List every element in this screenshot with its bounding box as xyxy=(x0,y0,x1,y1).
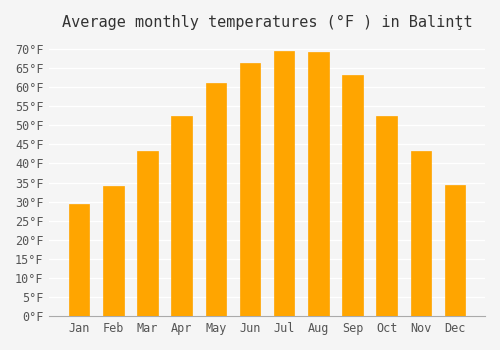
Bar xyxy=(69,204,89,316)
Bar xyxy=(172,116,192,316)
Bar xyxy=(376,116,397,316)
Bar xyxy=(137,151,158,316)
Bar xyxy=(444,185,465,316)
Bar xyxy=(308,52,328,316)
Bar xyxy=(274,51,294,316)
Bar xyxy=(410,151,431,316)
Bar xyxy=(240,63,260,316)
Title: Average monthly temperatures (°F ) in Balinţt: Average monthly temperatures (°F ) in Ba… xyxy=(62,15,472,30)
Bar xyxy=(103,186,124,316)
Bar xyxy=(342,75,362,316)
Bar xyxy=(206,83,226,316)
